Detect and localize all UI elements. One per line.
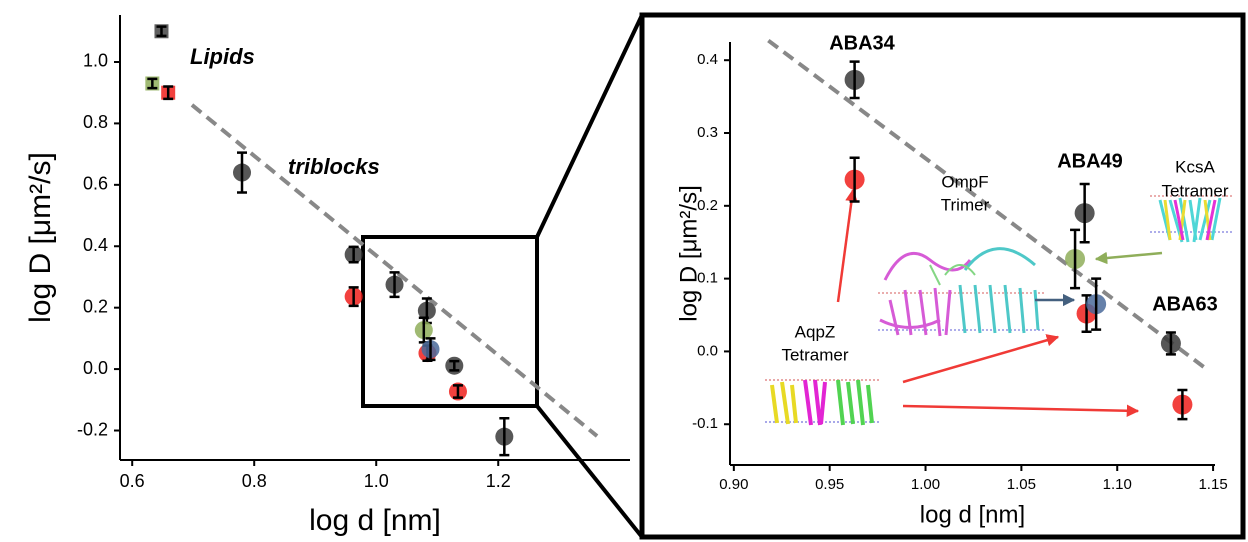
error-bar xyxy=(237,151,248,194)
error-bar xyxy=(849,156,860,203)
error-bar xyxy=(449,359,460,372)
error-bar xyxy=(163,85,174,101)
y-tick-label: 0.6 xyxy=(83,174,108,194)
y-tick-label: 0.2 xyxy=(83,296,108,316)
y-axis-label: log D [μm²/s] xyxy=(675,185,702,322)
y-axis-label: log D [μm²/s] xyxy=(24,152,57,323)
error-bar xyxy=(389,271,400,299)
arrow xyxy=(902,404,1140,418)
error-bar xyxy=(1091,277,1102,331)
error-bar xyxy=(452,384,463,399)
annotation: Trimer xyxy=(941,195,990,214)
error-bar xyxy=(156,25,167,38)
arrow xyxy=(902,334,1060,384)
annotation: Lipids xyxy=(190,44,255,69)
arrow xyxy=(1094,251,1163,265)
y-tick-label: -0.1 xyxy=(692,415,718,432)
x-tick-label: 0.6 xyxy=(120,471,145,491)
error-bar xyxy=(348,245,359,264)
annotation: triblocks xyxy=(288,154,380,179)
x-tick-label: 1.15 xyxy=(1198,476,1227,493)
annotation: AqpZ xyxy=(795,322,836,341)
annotation: ABA49 xyxy=(1057,150,1123,172)
y-tick-label: 0.4 xyxy=(697,51,718,68)
zoom-connector xyxy=(535,14,644,238)
y-tick-label: 0.0 xyxy=(697,342,718,359)
error-bar xyxy=(348,286,359,308)
error-bar xyxy=(499,416,510,457)
y-tick-label: 0.0 xyxy=(83,358,108,378)
annotation: Tetramer xyxy=(781,345,848,364)
zoom-box xyxy=(361,235,539,408)
x-tick-label: 0.95 xyxy=(815,476,844,493)
x-tick-label: 0.90 xyxy=(719,476,748,493)
x-tick-label: 1.05 xyxy=(1007,476,1036,493)
annotation: ABA34 xyxy=(829,32,895,54)
protein-kcsa xyxy=(1150,195,1232,243)
y-tick-label: 0.3 xyxy=(697,124,718,141)
annotation: KcsA xyxy=(1175,157,1215,176)
error-bar xyxy=(1079,182,1090,244)
arrow xyxy=(836,188,858,303)
error-bar xyxy=(849,60,860,100)
fit-line xyxy=(190,103,599,438)
x-tick-label: 1.00 xyxy=(911,476,940,493)
protein-aqpz xyxy=(765,379,880,426)
inset-frame xyxy=(639,12,1246,540)
error-bar xyxy=(1070,228,1081,290)
annotation: ABA63 xyxy=(1152,293,1218,315)
error-bar xyxy=(1177,388,1188,421)
error-bar xyxy=(1165,331,1176,356)
y-tick-label: 0.4 xyxy=(83,235,108,255)
zoom-connector xyxy=(535,404,644,539)
x-tick-label: 0.8 xyxy=(242,471,267,491)
y-tick-label: 0.2 xyxy=(697,197,718,214)
x-tick-label: 1.10 xyxy=(1103,476,1132,493)
x-tick-label: 1.0 xyxy=(364,471,389,491)
x-axis-label: log d [nm] xyxy=(920,501,1025,528)
y-tick-label: -0.2 xyxy=(77,419,108,439)
annotation: Tetramer xyxy=(1161,181,1228,200)
x-axis-label: log d [nm] xyxy=(309,504,441,537)
y-tick-label: 1.0 xyxy=(83,51,108,71)
protein-ompf xyxy=(878,247,1045,337)
annotation: OmpF xyxy=(941,172,988,191)
y-tick-label: 0.1 xyxy=(697,270,718,287)
fit-line xyxy=(767,38,1209,372)
y-tick-label: 0.8 xyxy=(83,112,108,132)
error-bar xyxy=(147,77,158,90)
x-tick-label: 1.2 xyxy=(486,471,511,491)
error-bar xyxy=(425,337,436,362)
